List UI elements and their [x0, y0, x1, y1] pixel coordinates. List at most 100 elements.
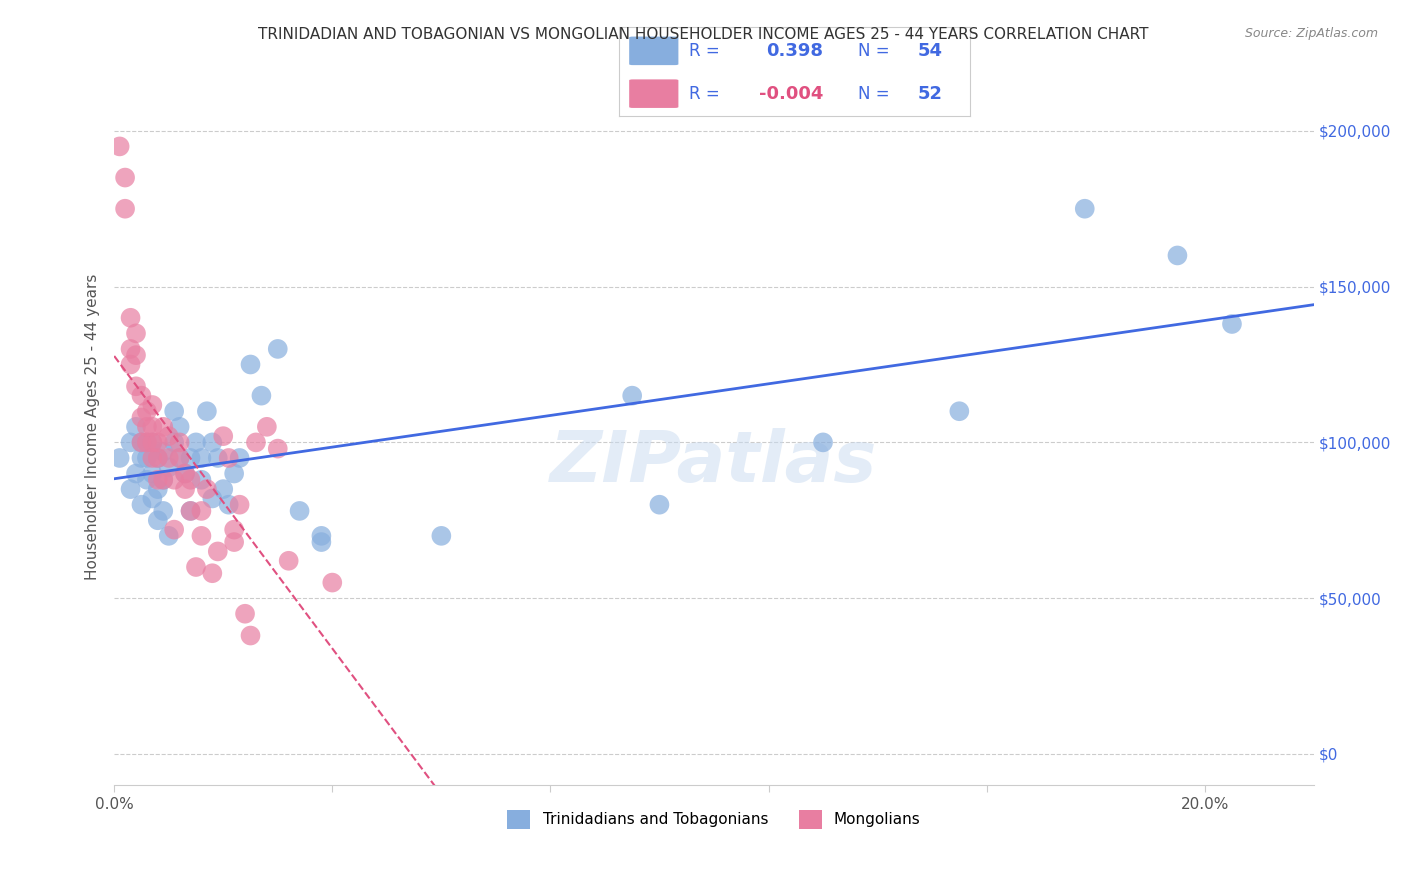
Point [114, 170, 136, 185]
Point [152, 419, 174, 434]
Point [169, 450, 191, 465]
Point [163, 404, 186, 418]
Text: R =: R = [689, 42, 725, 60]
Point [125, 467, 148, 481]
Point [180, 473, 202, 487]
Text: -0.004: -0.004 [759, 85, 824, 103]
Point [141, 435, 163, 450]
Point [184, 560, 207, 574]
Point [207, 450, 229, 465]
Point [120, 435, 142, 450]
Point [169, 419, 191, 434]
Point [239, 358, 262, 372]
Point [201, 491, 224, 506]
Point [233, 607, 256, 621]
Point [245, 435, 267, 450]
Point [311, 535, 333, 549]
Point [190, 529, 212, 543]
Point [228, 498, 250, 512]
Point [131, 435, 153, 450]
Point [277, 554, 299, 568]
Point [190, 473, 212, 487]
Point [621, 389, 644, 403]
Point [321, 575, 343, 590]
Point [141, 491, 163, 506]
Text: R =: R = [689, 85, 725, 103]
Y-axis label: Householder Income Ages 25 - 44 years: Householder Income Ages 25 - 44 years [86, 274, 100, 580]
Point [184, 435, 207, 450]
Point [135, 473, 157, 487]
Point [201, 435, 224, 450]
Point [1074, 202, 1097, 216]
Point [141, 398, 163, 412]
Point [120, 358, 142, 372]
Point [190, 504, 212, 518]
Point [152, 504, 174, 518]
Point [108, 139, 131, 153]
FancyBboxPatch shape [630, 37, 678, 65]
Point [180, 504, 202, 518]
Point [163, 435, 186, 450]
Legend: Trinidadians and Tobagonians, Mongolians: Trinidadians and Tobagonians, Mongolians [502, 804, 927, 835]
Point [146, 450, 169, 465]
Point [190, 450, 212, 465]
Point [267, 442, 290, 456]
Point [120, 342, 142, 356]
Point [135, 450, 157, 465]
Point [207, 544, 229, 558]
Point [146, 482, 169, 496]
Point [218, 498, 240, 512]
Point [108, 450, 131, 465]
Text: Source: ZipAtlas.com: Source: ZipAtlas.com [1244, 27, 1378, 40]
Point [201, 566, 224, 581]
Point [174, 467, 197, 481]
Text: 0.398: 0.398 [766, 42, 824, 60]
Point [141, 450, 163, 465]
Point [152, 444, 174, 458]
Point [131, 450, 153, 465]
Point [224, 523, 246, 537]
Point [256, 419, 278, 434]
Point [174, 467, 197, 481]
Text: 54: 54 [917, 42, 942, 60]
Point [195, 482, 218, 496]
Text: N =: N = [858, 85, 894, 103]
Point [157, 429, 180, 443]
Point [135, 435, 157, 450]
Point [146, 473, 169, 487]
Text: ZIPatlas: ZIPatlas [550, 428, 877, 497]
Point [125, 326, 148, 341]
Point [141, 419, 163, 434]
Point [311, 529, 333, 543]
Point [125, 419, 148, 434]
Point [267, 342, 290, 356]
Point [811, 435, 834, 450]
Text: 52: 52 [917, 85, 942, 103]
Text: N =: N = [858, 42, 894, 60]
Point [131, 389, 153, 403]
Point [212, 482, 235, 496]
Point [174, 482, 197, 496]
Point [135, 419, 157, 434]
Point [218, 450, 240, 465]
Point [430, 529, 453, 543]
Point [212, 429, 235, 443]
Point [131, 410, 153, 425]
Point [146, 450, 169, 465]
Point [131, 498, 153, 512]
Point [195, 404, 218, 418]
Point [648, 498, 671, 512]
Point [146, 435, 169, 450]
Point [224, 535, 246, 549]
Point [152, 473, 174, 487]
Point [131, 435, 153, 450]
Point [163, 473, 186, 487]
Point [180, 450, 202, 465]
Point [125, 379, 148, 393]
Point [135, 404, 157, 418]
Point [1166, 248, 1188, 262]
Point [120, 310, 142, 325]
Point [169, 435, 191, 450]
Point [125, 348, 148, 362]
FancyBboxPatch shape [630, 79, 678, 108]
